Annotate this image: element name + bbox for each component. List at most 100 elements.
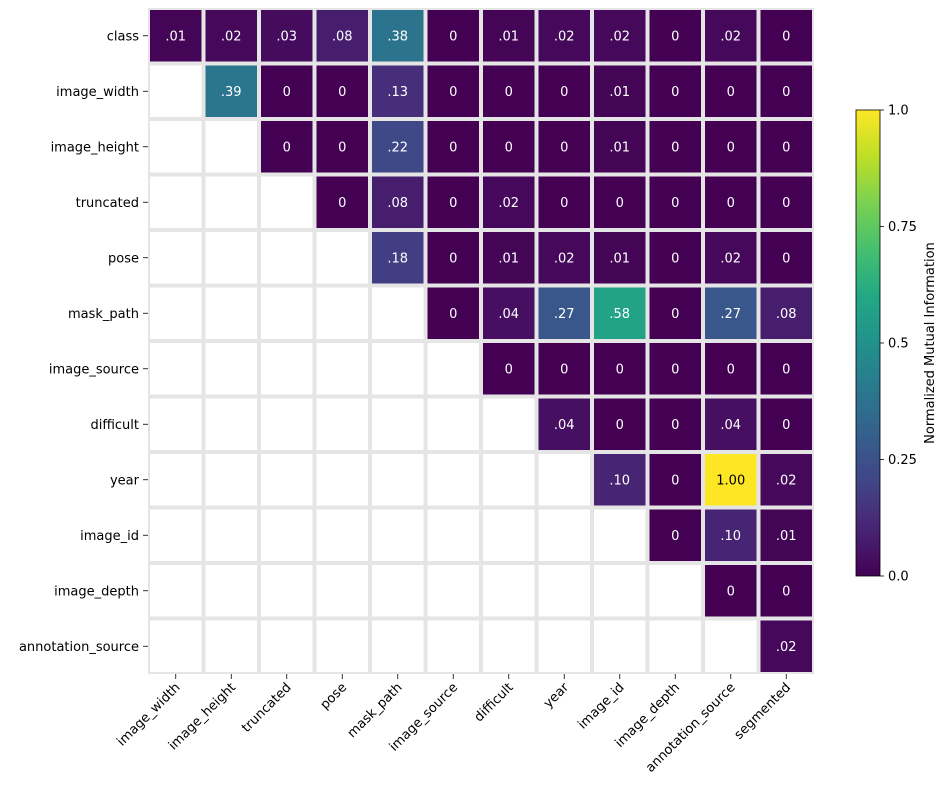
row-tick-label: class <box>107 29 139 44</box>
empty-cell <box>538 509 590 561</box>
heatmap-cell <box>760 565 812 617</box>
cell-value-label: .27 <box>720 307 741 322</box>
column-tick-label: mask_path <box>345 680 406 741</box>
cell-value-label: 0 <box>671 307 679 322</box>
empty-cell <box>261 620 313 672</box>
heatmap-cell <box>316 65 368 117</box>
empty-cell <box>705 620 757 672</box>
heatmap-cell <box>705 65 757 117</box>
cell-value-label: .02 <box>776 640 797 655</box>
heatmap-cell <box>760 121 812 173</box>
heatmap-cell <box>705 287 757 339</box>
heatmap-cell <box>649 287 701 339</box>
empty-cell <box>316 398 368 450</box>
heatmap-cell <box>150 10 202 62</box>
cell-value-label: .02 <box>609 29 630 44</box>
cell-value-label: 0 <box>782 584 790 599</box>
heatmap-cell <box>316 121 368 173</box>
empty-cell <box>261 176 313 228</box>
heatmap-cell <box>427 65 479 117</box>
empty-cell <box>649 565 701 617</box>
empty-cell <box>538 620 590 672</box>
cell-value-label: .01 <box>609 251 630 266</box>
empty-cell <box>372 287 424 339</box>
heatmap-cell <box>205 65 257 117</box>
heatmap-cell <box>372 121 424 173</box>
heatmap-cell <box>649 398 701 450</box>
cell-value-label: 0 <box>782 196 790 211</box>
row-tick-label: image_width <box>56 85 139 100</box>
empty-cell <box>427 343 479 395</box>
cell-value-label: .10 <box>720 529 741 544</box>
heatmap-cell <box>760 398 812 450</box>
cell-value-label: .08 <box>332 29 353 44</box>
heatmap-cell <box>649 65 701 117</box>
cell-value-label: 0 <box>782 418 790 433</box>
heatmap-grid <box>148 8 814 674</box>
heatmap-cell <box>483 232 535 284</box>
heatmap-cell <box>427 176 479 228</box>
empty-cell <box>150 343 202 395</box>
empty-cell <box>483 398 535 450</box>
row-tick-label: mask_path <box>68 307 139 322</box>
cell-value-label: 0 <box>449 251 457 266</box>
grid-background <box>148 8 814 674</box>
heatmap-cell <box>372 232 424 284</box>
cell-value-label: .02 <box>554 251 575 266</box>
heatmap-cell <box>594 343 646 395</box>
heatmap-cell <box>594 454 646 506</box>
heatmap-cell <box>705 454 757 506</box>
row-tick-label: image_id <box>80 529 139 544</box>
heatmap-cell <box>538 176 590 228</box>
cell-value-label: .01 <box>498 29 519 44</box>
heatmap-cell <box>705 10 757 62</box>
colorbar-tick-label: 0.5 <box>888 337 909 352</box>
heatmap-cell <box>760 65 812 117</box>
empty-cell <box>538 454 590 506</box>
heatmap-cell <box>483 287 535 339</box>
row-tick-label: annotation_source <box>19 640 139 655</box>
column-tick-label: truncated <box>239 680 294 735</box>
cell-value-label: 0 <box>449 29 457 44</box>
cell-value-label: .02 <box>776 473 797 488</box>
cell-value-label: 0 <box>671 85 679 100</box>
heatmap-cell <box>538 398 590 450</box>
cell-value-label: .01 <box>498 251 519 266</box>
cell-value-label: .04 <box>720 418 741 433</box>
empty-cell <box>649 620 701 672</box>
heatmap-cell <box>705 565 757 617</box>
row-tick-label: image_depth <box>54 584 139 599</box>
cell-value-label: .04 <box>498 307 519 322</box>
empty-cell <box>594 565 646 617</box>
empty-cell <box>150 398 202 450</box>
empty-cell <box>316 232 368 284</box>
heatmap-cells: .01 .02 .03 .08 .38 0 .01 .02 .02 0 .02 0 .39 0 0 .13 0 0… <box>150 10 812 672</box>
empty-cell <box>205 565 257 617</box>
colorbar-tick-label: 0.75 <box>888 220 917 235</box>
heatmap-cell <box>483 343 535 395</box>
heatmap-cell <box>594 398 646 450</box>
heatmap-cell <box>427 10 479 62</box>
empty-cell <box>427 509 479 561</box>
heatmap-cell <box>538 121 590 173</box>
column-tick-label: year <box>541 680 573 712</box>
heatmap-cell <box>427 232 479 284</box>
heatmap-cell <box>483 10 535 62</box>
heatmap-cell <box>649 176 701 228</box>
heatmap-cell <box>261 121 313 173</box>
empty-cell <box>316 454 368 506</box>
cell-value-label: 0 <box>671 529 679 544</box>
cell-value-label: 0 <box>782 29 790 44</box>
heatmap-cell <box>649 10 701 62</box>
heatmap-cell <box>594 121 646 173</box>
cell-value-label: .02 <box>554 29 575 44</box>
empty-cell <box>261 398 313 450</box>
empty-cell <box>316 343 368 395</box>
heatmap-cell <box>538 343 590 395</box>
row-tick-label: difficult <box>90 418 139 433</box>
empty-cell <box>150 509 202 561</box>
empty-cell <box>150 287 202 339</box>
heatmap-cell <box>760 176 812 228</box>
heatmap-cell <box>760 509 812 561</box>
empty-cell <box>261 232 313 284</box>
